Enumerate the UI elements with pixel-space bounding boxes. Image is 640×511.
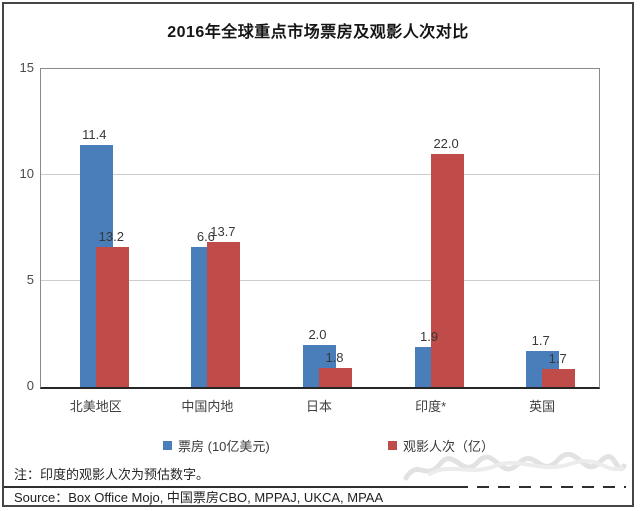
- value-label: 1.7: [531, 332, 550, 348]
- value-label: 2.0: [308, 326, 327, 342]
- value-label: 11.4: [82, 127, 107, 143]
- value-label: 13.2: [98, 229, 124, 245]
- watermark-scribble: [403, 452, 627, 481]
- gridline: [41, 280, 599, 281]
- bar-admissions: [542, 368, 576, 387]
- value-label: 1.8: [325, 349, 344, 365]
- legend-item: 票房 (10亿美元): [163, 437, 270, 454]
- value-label: 6.6: [196, 229, 215, 245]
- bar-admissions: [430, 153, 464, 387]
- separator-line: [4, 486, 456, 488]
- plot-area: 11.4 13.2 6.6 13.7 2.0 1.8 1.9 22.0 1.7 1.7: [40, 68, 600, 389]
- gridline: [41, 174, 599, 175]
- note-text: 注：印度的观影人次为预估数字。: [14, 467, 210, 482]
- value-label: 1.7: [548, 350, 567, 366]
- y-tick-label: 0: [26, 378, 34, 393]
- bar-admissions: [95, 247, 129, 387]
- legend-swatch: [163, 440, 172, 450]
- legend: 票房 (10亿美元) 观影人次（亿）: [4, 437, 632, 455]
- legend-swatch: [388, 440, 397, 450]
- category-label: 日本: [305, 399, 332, 414]
- chart-title: 2016年全球重点市场票房及观影人次对比: [167, 24, 469, 41]
- legend-label: 票房 (10亿美元): [178, 438, 270, 454]
- bar-admissions: [207, 241, 241, 387]
- y-axis: 0 5 10 15: [6, 60, 34, 393]
- value-label: 22.0: [433, 135, 459, 151]
- legend-item: 观影人次（亿）: [388, 437, 495, 454]
- category-label: 英国: [529, 399, 556, 414]
- legend-label: 观影人次（亿）: [403, 438, 495, 454]
- category-label: 北美地区: [69, 399, 122, 414]
- chart-frame: 2016年全球重点市场票房及观影人次对比 0 5 10 15 11.4 13.2 6.6 1…: [2, 2, 634, 507]
- y-tick-label: 15: [19, 60, 34, 75]
- separator-dashed-line: [456, 486, 626, 488]
- bar-admissions: [319, 367, 352, 387]
- y-tick-label: 5: [26, 272, 34, 287]
- source-text: Source：Box Office Mojo, 中国票房CBO, MPPAJ, …: [14, 490, 384, 505]
- y-tick-label: 10: [19, 166, 34, 181]
- value-label: 13.7: [210, 223, 236, 239]
- category-label: 中国内地: [181, 399, 234, 414]
- x-axis-labels: 北美地区 中国内地 日本 印度* 英国: [40, 396, 598, 414]
- category-label: 印度*: [415, 399, 447, 414]
- value-label: 1.9: [420, 328, 439, 344]
